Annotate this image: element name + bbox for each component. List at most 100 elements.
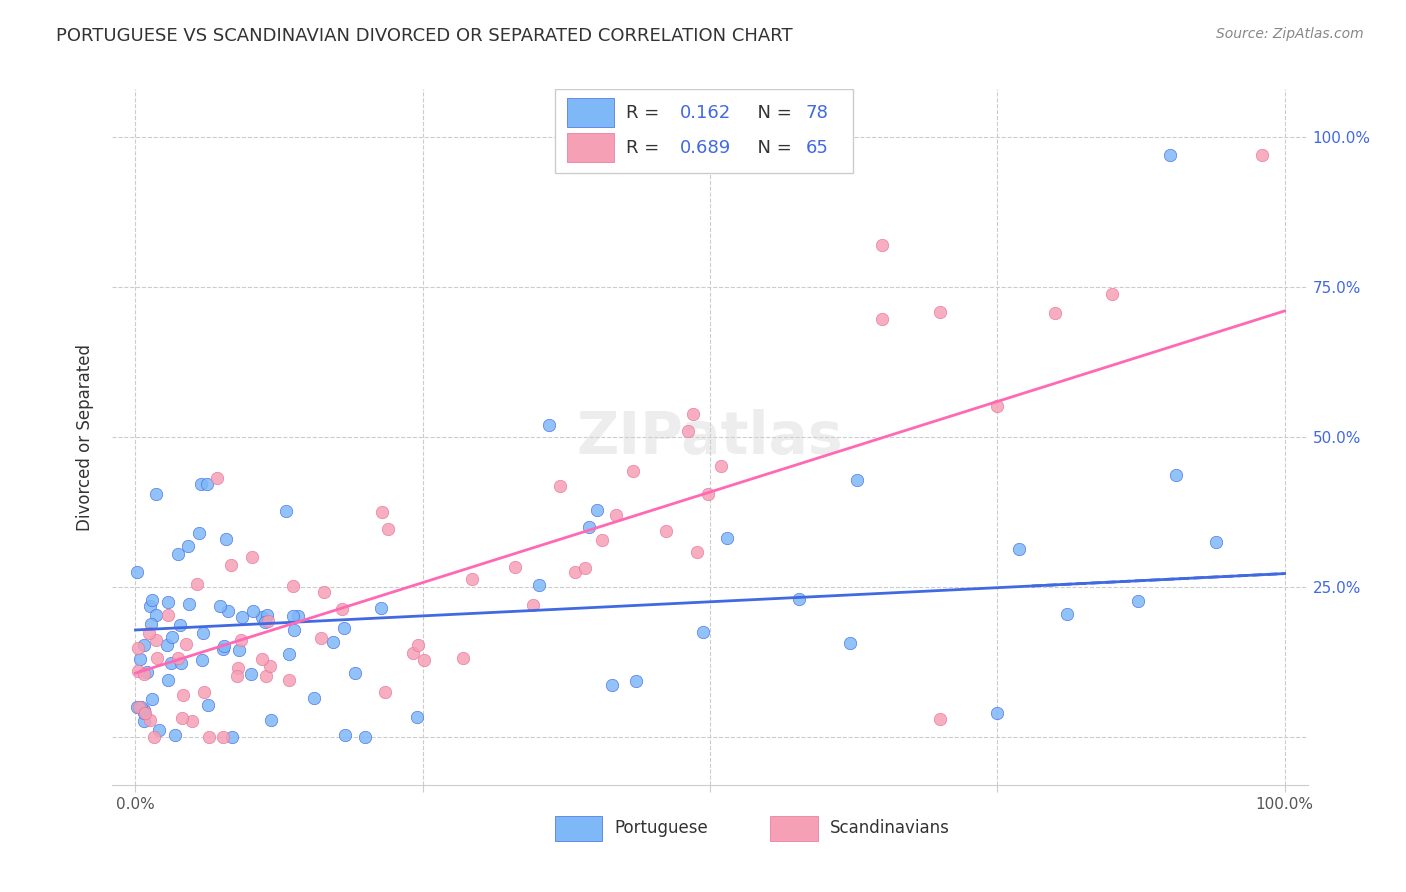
- Point: [195, 476, 218, 491]
- Point: [787, 592, 810, 607]
- Point: [127, 641, 149, 656]
- Point: [211, 642, 233, 657]
- Point: [146, 650, 169, 665]
- Point: [278, 648, 301, 662]
- Point: [197, 698, 219, 713]
- Text: R =: R =: [627, 103, 665, 122]
- Point: [186, 577, 208, 591]
- Point: [157, 607, 180, 622]
- Text: N =: N =: [747, 138, 797, 157]
- Point: [678, 424, 700, 438]
- Point: [128, 700, 150, 714]
- Point: [872, 311, 894, 326]
- Point: [260, 713, 283, 727]
- Point: [145, 633, 167, 648]
- Point: [692, 625, 714, 640]
- FancyBboxPatch shape: [567, 133, 614, 162]
- Point: [333, 728, 356, 742]
- Point: [370, 601, 392, 615]
- Point: [716, 531, 738, 545]
- Point: [309, 631, 332, 645]
- Point: [177, 539, 200, 553]
- Point: [370, 505, 392, 519]
- Point: [522, 599, 544, 613]
- Point: [143, 730, 166, 744]
- Point: [710, 458, 733, 473]
- Point: [281, 608, 304, 623]
- Point: [256, 614, 278, 628]
- Point: [274, 504, 297, 518]
- Point: [406, 638, 429, 652]
- Point: [624, 673, 647, 688]
- Point: [682, 407, 704, 421]
- Point: [141, 691, 163, 706]
- FancyBboxPatch shape: [567, 98, 614, 128]
- Text: PORTUGUESE VS SCANDINAVIAN DIVORCED OR SEPARATED CORRELATION CHART: PORTUGUESE VS SCANDINAVIAN DIVORCED OR S…: [56, 27, 793, 45]
- Y-axis label: Divorced or Separated: Divorced or Separated: [76, 343, 94, 531]
- Point: [256, 608, 278, 623]
- Point: [240, 549, 263, 564]
- Point: [221, 730, 243, 744]
- FancyBboxPatch shape: [770, 816, 818, 840]
- Point: [134, 638, 156, 652]
- Point: [928, 712, 950, 726]
- Point: [160, 630, 183, 644]
- Point: [193, 685, 215, 699]
- Point: [253, 615, 276, 629]
- Point: [129, 700, 152, 714]
- Point: [139, 713, 162, 727]
- Point: [460, 573, 482, 587]
- Text: 0.689: 0.689: [681, 138, 731, 157]
- Point: [157, 673, 180, 687]
- Point: [1056, 607, 1078, 622]
- Point: [277, 673, 299, 687]
- Point: [132, 706, 155, 720]
- Point: [139, 617, 162, 632]
- FancyBboxPatch shape: [554, 89, 853, 173]
- Point: [156, 638, 179, 652]
- Point: [574, 561, 596, 575]
- Point: [239, 666, 262, 681]
- Point: [406, 709, 429, 723]
- Point: [134, 706, 156, 720]
- Point: [287, 609, 309, 624]
- Point: [1164, 467, 1187, 482]
- Point: [181, 714, 204, 728]
- Point: [172, 688, 194, 702]
- Point: [986, 399, 1008, 413]
- Point: [156, 595, 179, 609]
- Point: [259, 659, 281, 673]
- Point: [374, 685, 396, 699]
- Point: [928, 305, 950, 319]
- Point: [586, 502, 609, 516]
- Point: [134, 714, 156, 728]
- Point: [132, 703, 155, 717]
- Point: [252, 609, 274, 624]
- Point: [564, 565, 586, 579]
- Point: [333, 621, 356, 635]
- Point: [125, 699, 148, 714]
- Point: [696, 487, 718, 501]
- Point: [839, 635, 862, 649]
- Text: Source: ZipAtlas.com: Source: ZipAtlas.com: [1216, 27, 1364, 41]
- Point: [170, 656, 193, 670]
- Point: [208, 599, 231, 614]
- Point: [135, 665, 157, 680]
- Point: [1126, 594, 1149, 608]
- Point: [167, 651, 190, 665]
- Point: [322, 635, 344, 649]
- Point: [167, 547, 190, 561]
- Point: [205, 471, 228, 485]
- Point: [1159, 148, 1181, 162]
- Point: [600, 678, 623, 692]
- Point: [872, 238, 894, 252]
- Point: [225, 669, 247, 683]
- Point: [453, 651, 475, 665]
- Point: [550, 479, 572, 493]
- Point: [165, 728, 187, 742]
- Point: [212, 730, 235, 744]
- Text: ZIPatlas: ZIPatlas: [576, 409, 844, 466]
- Point: [231, 610, 253, 624]
- Point: [190, 477, 212, 491]
- Point: [621, 464, 644, 478]
